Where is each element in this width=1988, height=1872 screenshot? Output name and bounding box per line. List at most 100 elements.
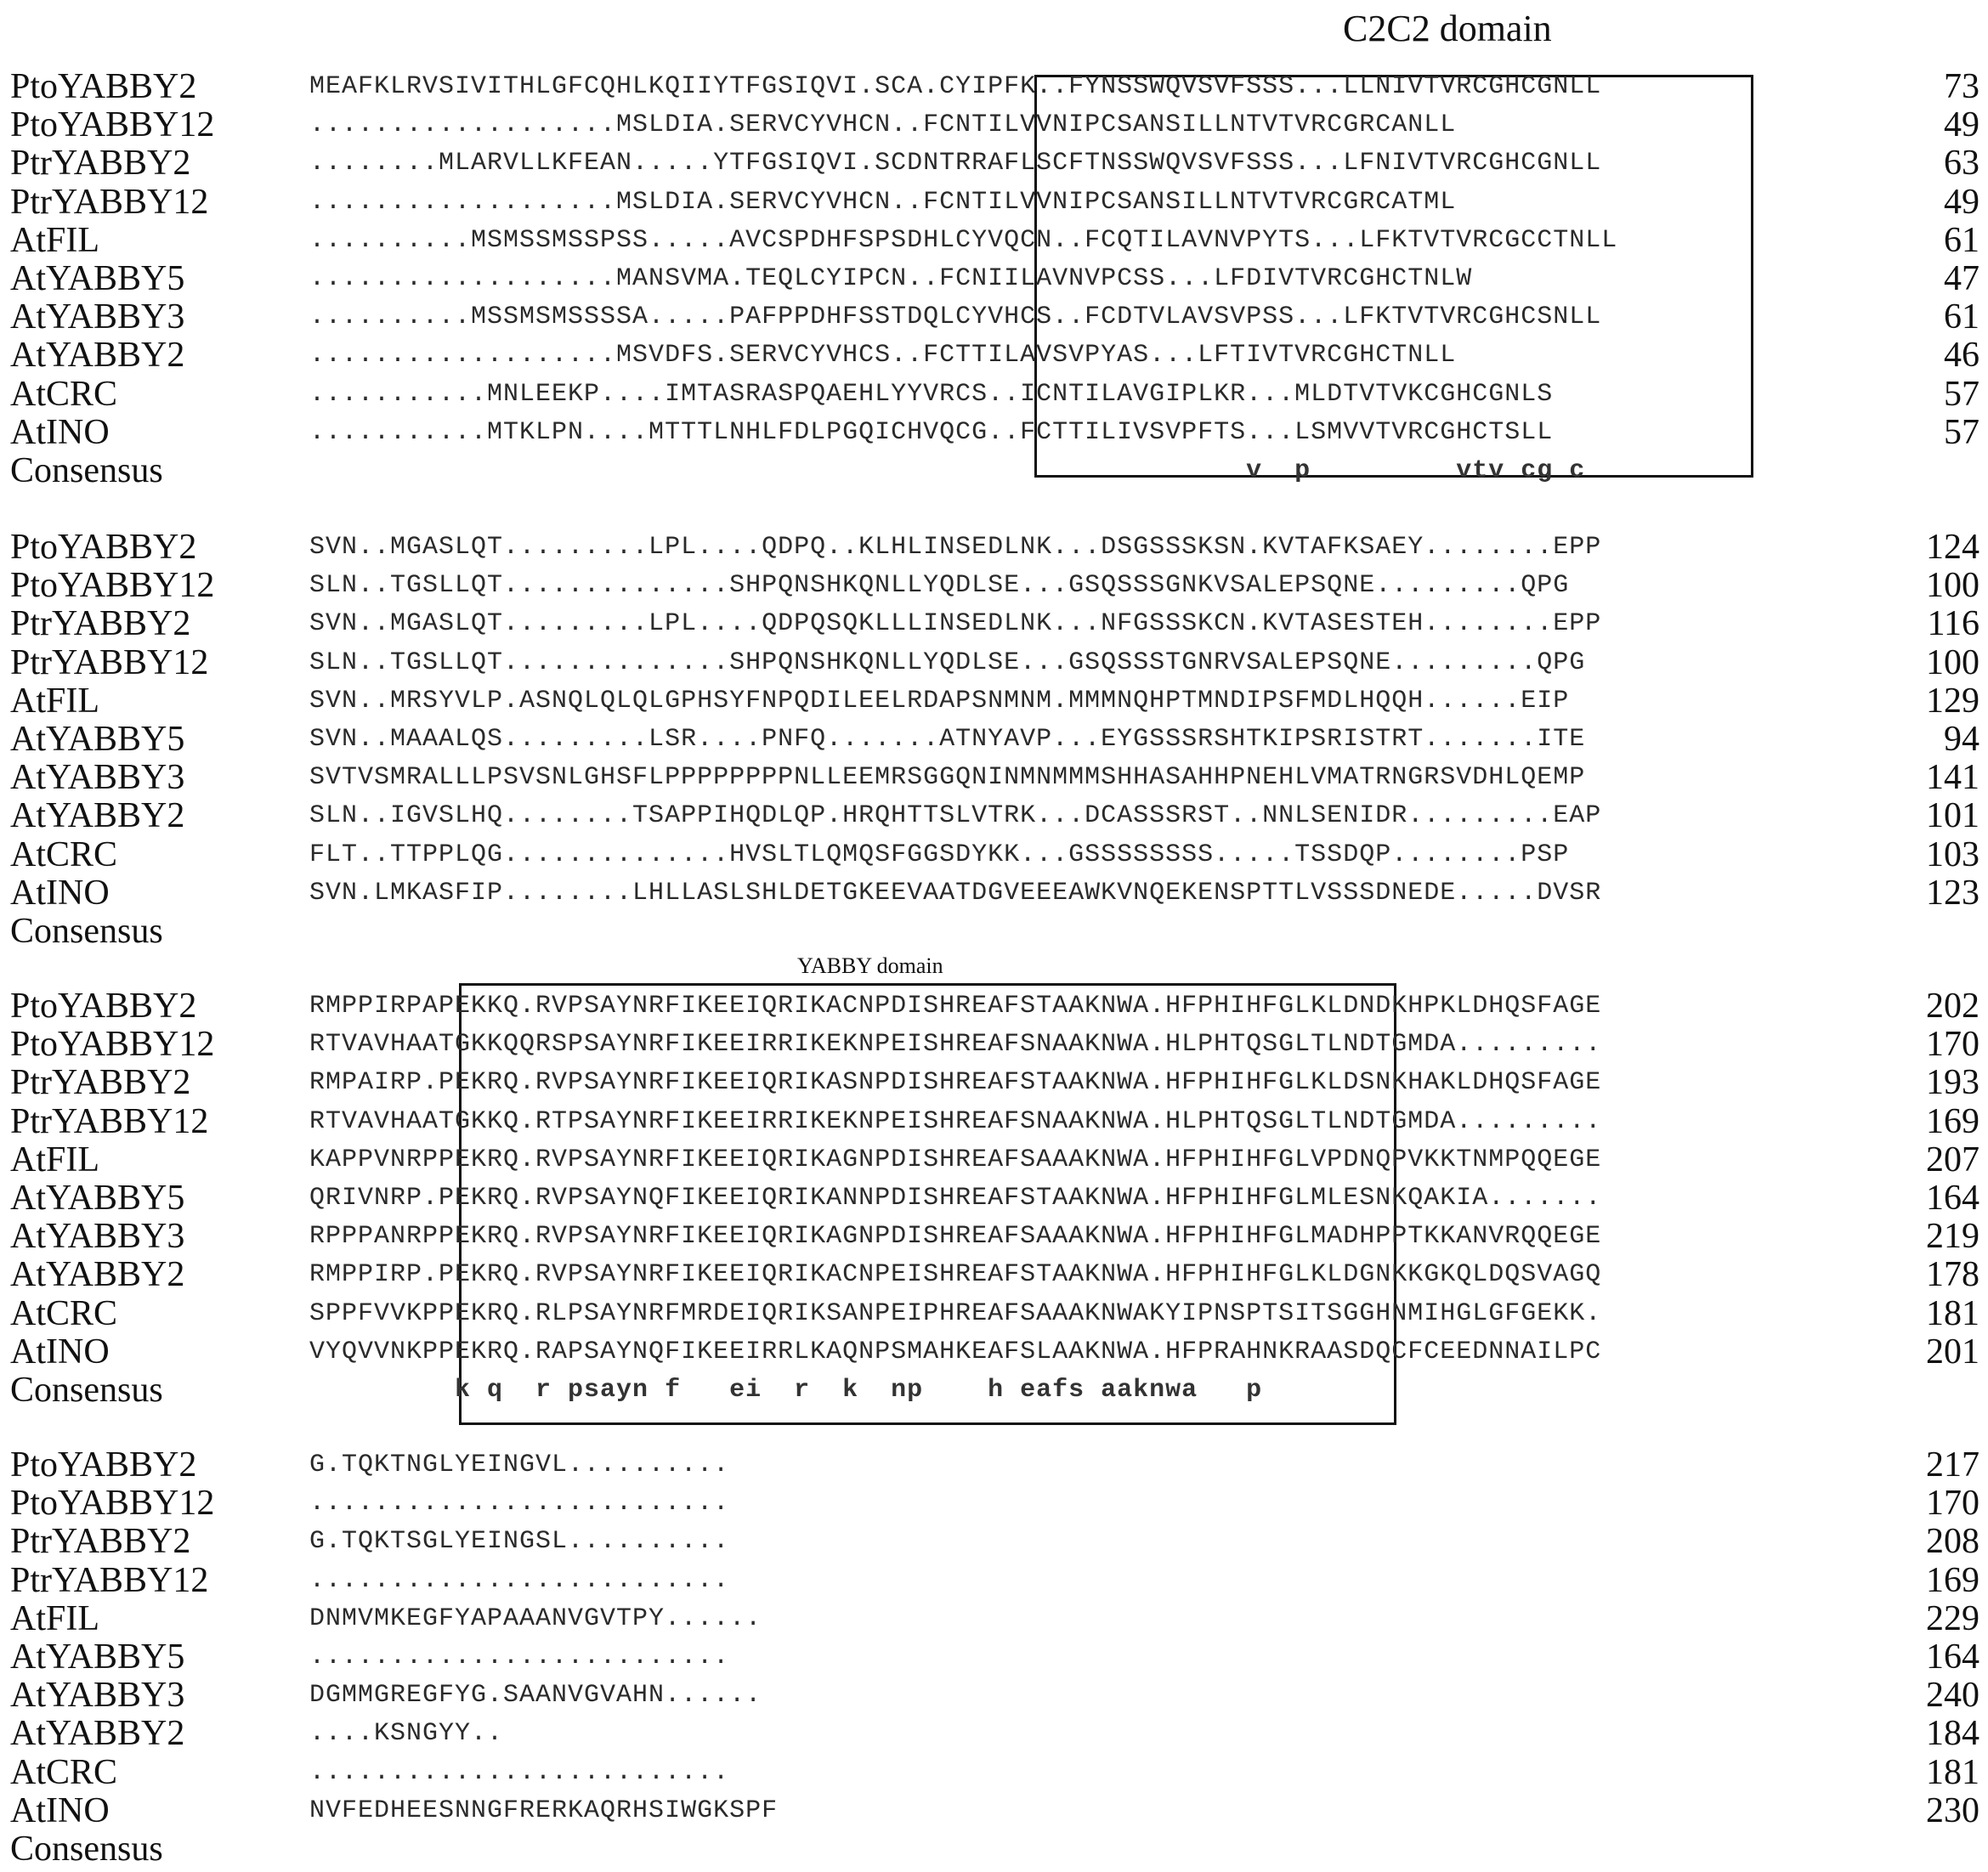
sequence-label: AtYABBY5	[10, 720, 185, 759]
consensus-label: Consensus	[10, 1371, 163, 1410]
aligned-sequence: DNMVMKEGFYAPAAANVGVTPY......	[309, 1604, 762, 1633]
position-number: 100	[1926, 566, 1980, 605]
sequence-label: PtrYABBY12	[10, 183, 209, 222]
sequence-label: AtYABBY3	[10, 758, 185, 797]
position-number: 123	[1926, 874, 1980, 913]
position-number: 63	[1944, 144, 1980, 183]
position-number: 169	[1926, 1561, 1980, 1600]
c2c2-domain-box	[1034, 75, 1753, 478]
sequence-label: AtYABBY5	[10, 1179, 185, 1218]
aligned-sequence: SLN..TGSLLQT..............SHPQNSHKQNLLYQ…	[309, 648, 1586, 677]
sequence-label: AtYABBY5	[10, 1637, 185, 1677]
sequence-label: AtYABBY3	[10, 1676, 185, 1715]
aligned-sequence: SPPFVVKPPEKRQ.RLPSAYNRFMRDEIQRIKSANPEIPH…	[309, 1299, 1602, 1328]
position-number: 103	[1926, 835, 1980, 874]
aligned-sequence: SVTVSMRALLLPSVSNLGHSFLPPPPPPPPNLLEEMRSGG…	[309, 763, 1586, 792]
aligned-sequence: RTVAVHAATGKKQ.RTPSAYNRFIKEEIRRIKEKNPEISH…	[309, 1107, 1602, 1136]
sequence-label: PtoYABBY2	[10, 67, 197, 106]
aligned-sequence: ........MLARVLLKFEAN.....YTFGSIQVI.SCDNT…	[309, 149, 1602, 178]
aligned-sequence: ..........................	[309, 1566, 730, 1595]
position-number: 178	[1926, 1255, 1980, 1294]
position-number: 46	[1944, 336, 1980, 375]
position-number: 124	[1926, 528, 1980, 567]
position-number: 202	[1926, 987, 1980, 1026]
aligned-sequence: KAPPVNRPPEKRQ.RVPSAYNRFIKEEIQRIKAGNPDISH…	[309, 1145, 1602, 1174]
aligned-sequence: ..........................	[309, 1643, 730, 1671]
aligned-sequence: DGMMGREGFYG.SAANVGVAHN......	[309, 1681, 762, 1710]
sequence-label: PtoYABBY2	[10, 528, 197, 567]
position-number: 100	[1926, 643, 1980, 682]
sequence-label: PtoYABBY2	[10, 987, 197, 1026]
position-number: 141	[1926, 758, 1980, 797]
aligned-sequence: G.TQKTNGLYEINGVL..........	[309, 1451, 730, 1479]
aligned-sequence: RMPPIRP.PEKRQ.RVPSAYNRFIKEEIQRIKACNPEISH…	[309, 1260, 1602, 1289]
sequence-label: AtINO	[10, 1791, 110, 1830]
aligned-sequence: SVN..MRSYVLP.ASNQLQLQLGPHSYFNPQDILEELRDA…	[309, 687, 1570, 715]
c2c2-domain-title: C2C2 domain	[1343, 8, 1552, 49]
sequence-label: AtYABBY3	[10, 1217, 185, 1256]
yabby-domain-title: YABBY domain	[797, 953, 943, 978]
aligned-sequence: ...................MSLDIA.SERVCYVHCN..FC…	[309, 110, 1457, 139]
consensus-label: Consensus	[10, 1830, 163, 1869]
position-number: 217	[1926, 1445, 1980, 1485]
position-number: 164	[1926, 1179, 1980, 1218]
sequence-label: AtINO	[10, 413, 110, 452]
position-number: 240	[1926, 1676, 1980, 1715]
position-number: 229	[1926, 1599, 1980, 1638]
position-number: 170	[1926, 1025, 1980, 1064]
aligned-sequence: SVN..MGASLQT.........LPL....QDPQSQKLLLIN…	[309, 609, 1602, 638]
position-number: 170	[1926, 1484, 1980, 1523]
sequence-label: PtoYABBY12	[10, 1025, 215, 1064]
aligned-sequence: SVN..MAAALQS.........LSR....PNFQ.......A…	[309, 725, 1586, 754]
sequence-label: PtoYABBY12	[10, 566, 215, 605]
position-number: 57	[1944, 413, 1980, 452]
sequence-label: AtFIL	[10, 221, 99, 260]
aligned-sequence: VYQVVNKPPEKRQ.RAPSAYNQFIKEEIRRLKAQNPSMAH…	[309, 1338, 1602, 1366]
sequence-label: PtoYABBY2	[10, 1445, 197, 1485]
sequence-label: AtINO	[10, 1332, 110, 1371]
aligned-sequence: RTVAVHAATGKKQQRSPSAYNRFIKEEIRRIKEKNPEISH…	[309, 1030, 1602, 1059]
consensus-label: Consensus	[10, 451, 163, 490]
aligned-sequence: QRIVNRP.PEKRQ.RVPSAYNQFIKEEIQRIKANNPDISH…	[309, 1184, 1602, 1213]
sequence-label: PtoYABBY12	[10, 105, 215, 144]
position-number: 208	[1926, 1522, 1980, 1561]
aligned-sequence: SVN..MGASLQT.........LPL....QDPQ..KLHLIN…	[309, 533, 1602, 562]
aligned-sequence: ..........MSSMSMSSSSA.....PAFPPDHFSSTDQL…	[309, 303, 1602, 331]
position-number: 49	[1944, 183, 1980, 222]
sequence-label: AtYABBY2	[10, 1714, 185, 1753]
aligned-sequence: ...................MSLDIA.SERVCYVHCN..FC…	[309, 188, 1457, 217]
aligned-sequence: SVN.LMKASFIP........LHLLASLSHLDETGKEEVAA…	[309, 879, 1602, 908]
sequence-label: AtYABBY2	[10, 796, 185, 835]
sequence-label: PtoYABBY12	[10, 1484, 215, 1523]
position-number: 73	[1944, 67, 1980, 106]
sequence-label: AtFIL	[10, 1599, 99, 1638]
sequence-label: PtrYABBY2	[10, 1063, 191, 1102]
sequence-label: PtrYABBY12	[10, 643, 209, 682]
yabby-domain-box	[459, 983, 1396, 1425]
sequence-label: AtCRC	[10, 375, 118, 414]
sequence-label: AtFIL	[10, 681, 99, 721]
sequence-label: AtCRC	[10, 1294, 118, 1333]
position-number: 181	[1926, 1753, 1980, 1792]
position-number: 184	[1926, 1714, 1980, 1753]
position-number: 169	[1926, 1102, 1980, 1141]
aligned-sequence: FLT..TTPPLQG..............HVSLTLQMQSFGGS…	[309, 840, 1570, 869]
aligned-sequence: ...........MTKLPN....MTTTLNHLFDLPGQICHVQ…	[309, 418, 1554, 447]
position-number: 61	[1944, 297, 1980, 337]
sequence-label: AtFIL	[10, 1140, 99, 1179]
position-number: 101	[1926, 796, 1980, 835]
sequence-label: AtCRC	[10, 1753, 118, 1792]
sequence-label: PtrYABBY2	[10, 144, 191, 183]
aligned-sequence: NVFEDHEESNNGFRERKAQRHSIWGKSPF	[309, 1796, 779, 1825]
consensus-sequence: v p vtv cg c	[309, 456, 1586, 485]
sequence-label: AtYABBY5	[10, 259, 185, 298]
aligned-sequence: RMPPIRPAPEKKQ.RVPSAYNRFIKEEIQRIKACNPDISH…	[309, 992, 1602, 1021]
aligned-sequence: RPPPANRPPEKRQ.RVPSAYNRFIKEEIQRIKAGNPDISH…	[309, 1222, 1602, 1251]
aligned-sequence: MEAFKLRVSIVITHLGFCQHLKQIIYTFGSIQVI.SCA.C…	[309, 72, 1602, 101]
sequence-label: AtYABBY2	[10, 1255, 185, 1294]
consensus-label: Consensus	[10, 912, 163, 951]
position-number: 230	[1926, 1791, 1980, 1830]
aligned-sequence: ...................MANSVMA.TEQLCYIPCN..F…	[309, 264, 1473, 293]
sequence-label: AtYABBY2	[10, 336, 185, 375]
position-number: 201	[1926, 1332, 1980, 1371]
